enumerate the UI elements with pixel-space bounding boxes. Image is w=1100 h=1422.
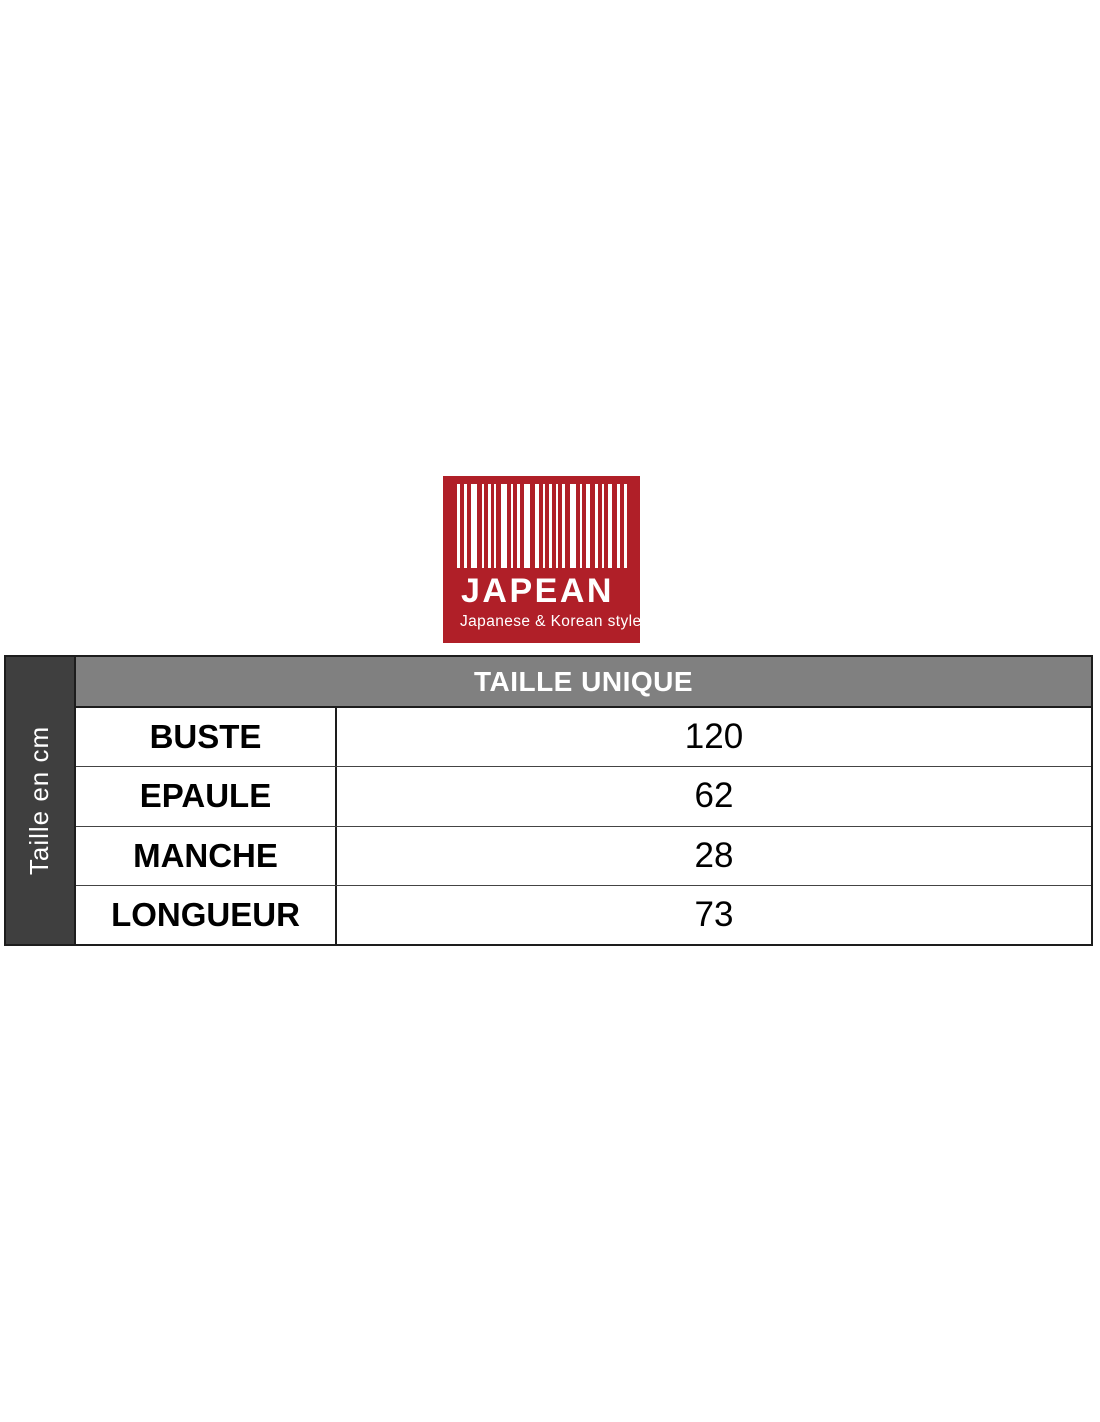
measurement-value: 28 <box>694 835 734 875</box>
measurement-value: 73 <box>694 894 734 934</box>
size-unit-side-header: Taille en cm <box>6 657 76 944</box>
size-column-header: TAILLE UNIQUE <box>76 657 1091 708</box>
measurement-label: EPAULE <box>76 767 337 826</box>
measurement-label: BUSTE <box>76 708 337 767</box>
size-chart-grid: TAILLE UNIQUE BUSTE 120 EPAULE 62 MANCHE… <box>76 657 1091 944</box>
barcode-icon <box>457 484 627 568</box>
table-row: LONGUEUR 73 <box>76 885 1091 944</box>
size-unit-label: Taille en cm <box>24 725 55 876</box>
table-row: MANCHE 28 <box>76 826 1091 886</box>
measurement-value: 120 <box>684 717 744 757</box>
brand-tagline: Japanese & Korean style <box>460 613 642 630</box>
measurement-label: MANCHE <box>76 826 337 885</box>
measurement-value: 62 <box>694 776 734 816</box>
measurement-label: LONGUEUR <box>76 885 337 944</box>
size-chart-table: Taille en cm TAILLE UNIQUE BUSTE 120 EPA… <box>4 655 1093 946</box>
table-row: EPAULE 62 <box>76 767 1091 827</box>
brand-logo: JAPEAN Japanese & Korean style <box>443 476 642 643</box>
table-row: BUSTE 120 <box>76 708 1091 768</box>
brand-name: JAPEAN <box>461 572 614 610</box>
